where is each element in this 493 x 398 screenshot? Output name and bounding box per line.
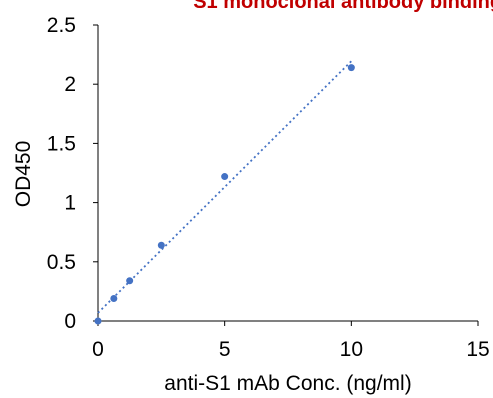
- trendline: [97, 60, 352, 314]
- x-axis-ticks: 0 5 10 15: [92, 321, 490, 361]
- chart-title: S1 monoclonal antibody binding a: [193, 0, 493, 13]
- x-tick-label: 5: [219, 338, 231, 361]
- data-point: [347, 64, 355, 72]
- x-tick-label: 15: [466, 338, 489, 361]
- y-axis-ticks: 0 0.5 1 1.5 2 2.5: [47, 14, 98, 333]
- y-tick-label: 1.5: [47, 132, 76, 155]
- trendline-line: [97, 60, 352, 314]
- x-axis-title: anti-S1 mAb Conc. (ng/ml): [164, 372, 411, 395]
- y-tick-label: 0.5: [47, 251, 76, 274]
- x-tick-label: 10: [340, 338, 363, 361]
- y-tick-label: 0: [64, 310, 76, 333]
- data-point: [110, 295, 118, 303]
- y-tick-label: 1: [64, 192, 76, 215]
- data-points: [94, 64, 355, 325]
- axes: [97, 25, 478, 322]
- data-point: [94, 317, 102, 325]
- y-axis-title: OD450: [12, 141, 35, 208]
- y-tick-label: 2: [64, 73, 76, 96]
- data-point: [221, 173, 229, 181]
- x-tick-label: 0: [92, 338, 104, 361]
- data-point: [126, 277, 134, 285]
- data-point: [157, 241, 165, 249]
- y-tick-label: 2.5: [47, 14, 76, 37]
